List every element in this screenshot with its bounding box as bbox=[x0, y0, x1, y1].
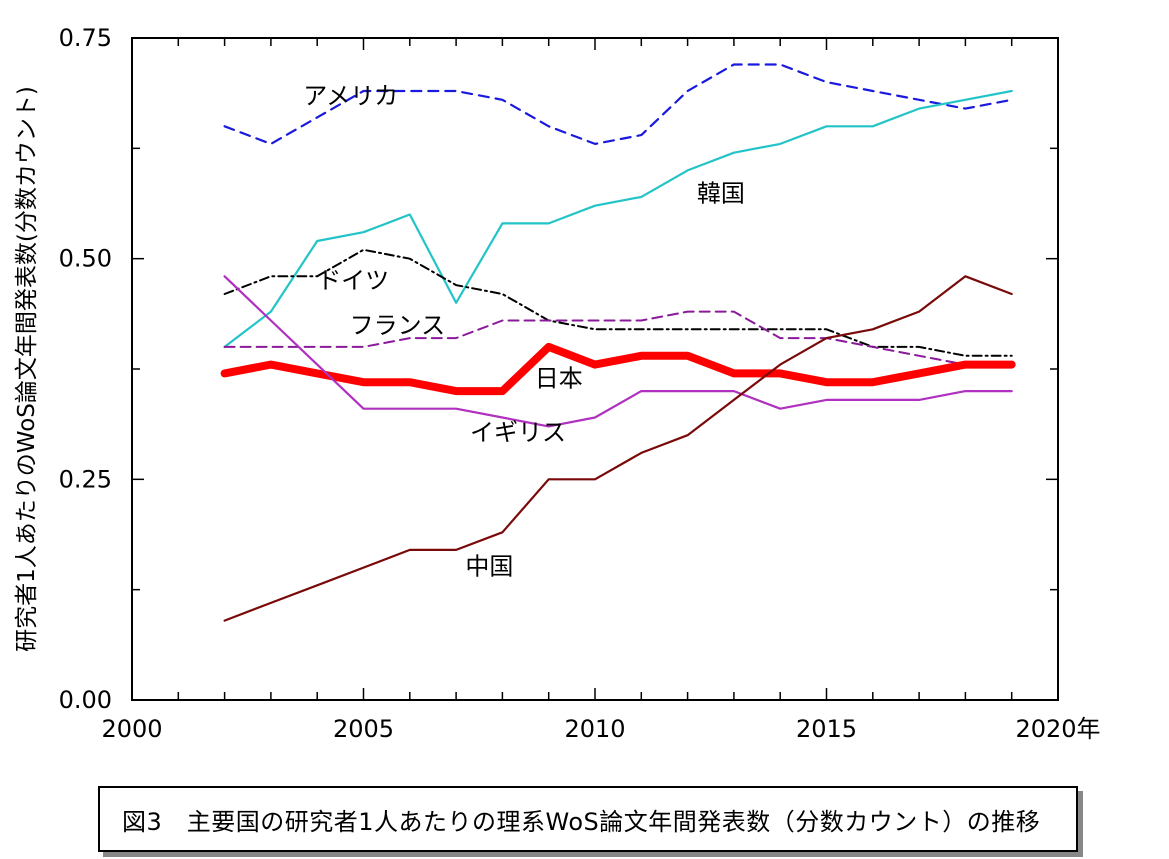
series-label: イギリス bbox=[470, 418, 566, 446]
figure-caption: 図3 主要国の研究者1人あたりの理系WoS論文年間発表数（分数カウント）の推移 bbox=[122, 807, 1041, 836]
series-label: アメリカ bbox=[303, 82, 398, 110]
series-label: 韓国 bbox=[697, 179, 745, 207]
x-tick-label: 2000 bbox=[101, 715, 162, 743]
x-tick-label: 2020年 bbox=[1015, 715, 1100, 743]
y-tick-label: 0.75 bbox=[59, 24, 112, 52]
series-label: 日本 bbox=[535, 365, 583, 393]
y-axis-label: 研究者1人あたりのWoS論文年間発表数(分数カウント) bbox=[14, 86, 40, 652]
x-tick-label: 2010 bbox=[564, 715, 625, 743]
x-axis: 2000 2005 2010 2015 2020年 bbox=[101, 38, 1101, 743]
series-label: フランス bbox=[350, 312, 446, 340]
series-label: 中国 bbox=[465, 553, 513, 581]
y-tick-label: 0.00 bbox=[59, 686, 112, 714]
series-label: ドイツ bbox=[317, 267, 389, 295]
y-tick-label: 0.25 bbox=[59, 465, 112, 493]
series-line bbox=[220, 342, 1016, 396]
figure-caption-box: 図3 主要国の研究者1人あたりの理系WoS論文年間発表数（分数カウント）の推移 bbox=[98, 786, 1078, 852]
series-line bbox=[223, 275, 1013, 428]
y-tick-label: 0.50 bbox=[59, 245, 112, 273]
series-line bbox=[223, 310, 1013, 366]
series-line bbox=[223, 89, 1013, 348]
series-line bbox=[223, 248, 1013, 357]
x-tick-label: 2015 bbox=[796, 715, 857, 743]
x-tick-label: 2005 bbox=[333, 715, 394, 743]
series-line bbox=[223, 63, 1013, 145]
series-line bbox=[223, 275, 1013, 622]
y-axis: 0.00 0.25 0.50 0.75 bbox=[59, 24, 1058, 714]
series-lines bbox=[220, 63, 1016, 622]
line-chart: 2000 2005 2010 2015 2020年 0.00 0.25 0.50 0.75 ア… bbox=[14, 24, 1101, 743]
plot-frame bbox=[131, 37, 1059, 701]
